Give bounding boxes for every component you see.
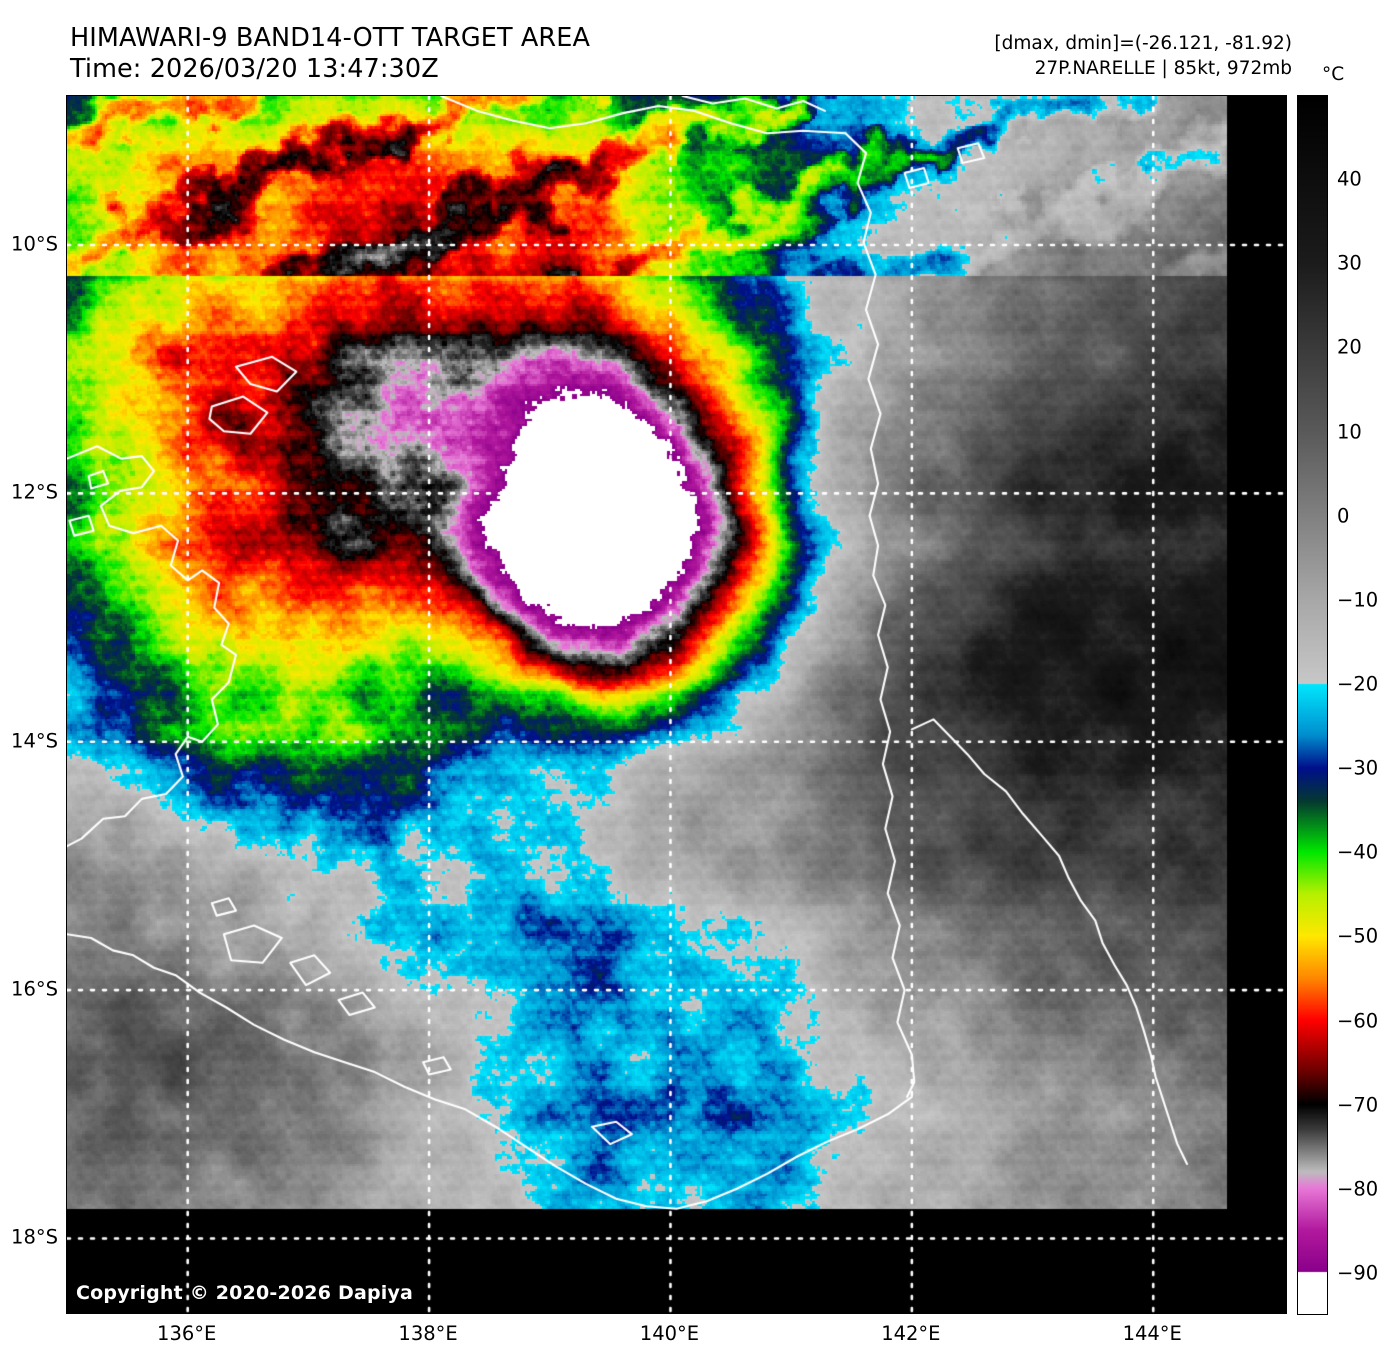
longitude-tick-label: 136°E xyxy=(157,1322,217,1345)
colorbar-tick-label: −10 xyxy=(1337,588,1379,612)
colorbar-units-label: °C xyxy=(1322,64,1345,85)
brightness-temperature-heatmap xyxy=(67,96,1286,1313)
satellite-map-panel[interactable] xyxy=(66,95,1287,1314)
colorbar-tick-label: −70 xyxy=(1337,1093,1379,1117)
colorbar-gradient xyxy=(1297,95,1328,1315)
dmax-dmin-label: [dmax, dmin]=(-26.121, -81.92) xyxy=(994,33,1292,54)
colorbar-tick-label: 10 xyxy=(1337,420,1362,444)
latitude-tick-label: 16°S xyxy=(11,977,58,1001)
latitude-tick-label: 14°S xyxy=(11,729,58,753)
colorbar-tick-label: 0 xyxy=(1337,504,1350,528)
longitude-tick-label: 140°E xyxy=(639,1322,700,1345)
copyright-label: Copyright © 2020-2026 Dapiya xyxy=(76,1282,414,1304)
colorbar-tick-label: 40 xyxy=(1337,167,1362,191)
colorbar-tick-label: −90 xyxy=(1337,1261,1379,1285)
colorbar-tick-label: −50 xyxy=(1337,924,1379,948)
latitude-tick-label: 10°S xyxy=(11,232,58,256)
latitude-axis: 10°S 12°S 14°S 16°S 18°S xyxy=(0,0,58,1359)
latitude-tick-label: 12°S xyxy=(11,480,58,504)
colorbar-tick-label: −60 xyxy=(1337,1009,1379,1033)
colorbar-tick-label: −40 xyxy=(1337,840,1379,864)
colorbar-tick-label: −20 xyxy=(1337,672,1379,696)
latitude-tick-label: 18°S xyxy=(11,1225,58,1249)
colorbar xyxy=(1297,95,1328,1315)
longitude-tick-label: 142°E xyxy=(881,1322,941,1345)
colorbar-tick-label: −80 xyxy=(1337,1177,1379,1201)
longitude-tick-label: 138°E xyxy=(398,1322,458,1345)
timestamp-label: Time: 2026/03/20 13:47:30Z xyxy=(70,54,439,84)
colorbar-tick-label: 20 xyxy=(1337,335,1362,359)
storm-info-label: 27P.NARELLE | 85kt, 972mb xyxy=(1034,58,1292,79)
colorbar-tick-label: 30 xyxy=(1337,251,1362,275)
longitude-axis: 136°E 138°E 140°E 142°E 144°E xyxy=(0,1322,1388,1352)
page-title: HIMAWARI-9 BAND14-OTT TARGET AREA xyxy=(70,23,590,53)
colorbar-tick-label: −30 xyxy=(1337,756,1379,780)
longitude-tick-label: 144°E xyxy=(1122,1322,1182,1345)
